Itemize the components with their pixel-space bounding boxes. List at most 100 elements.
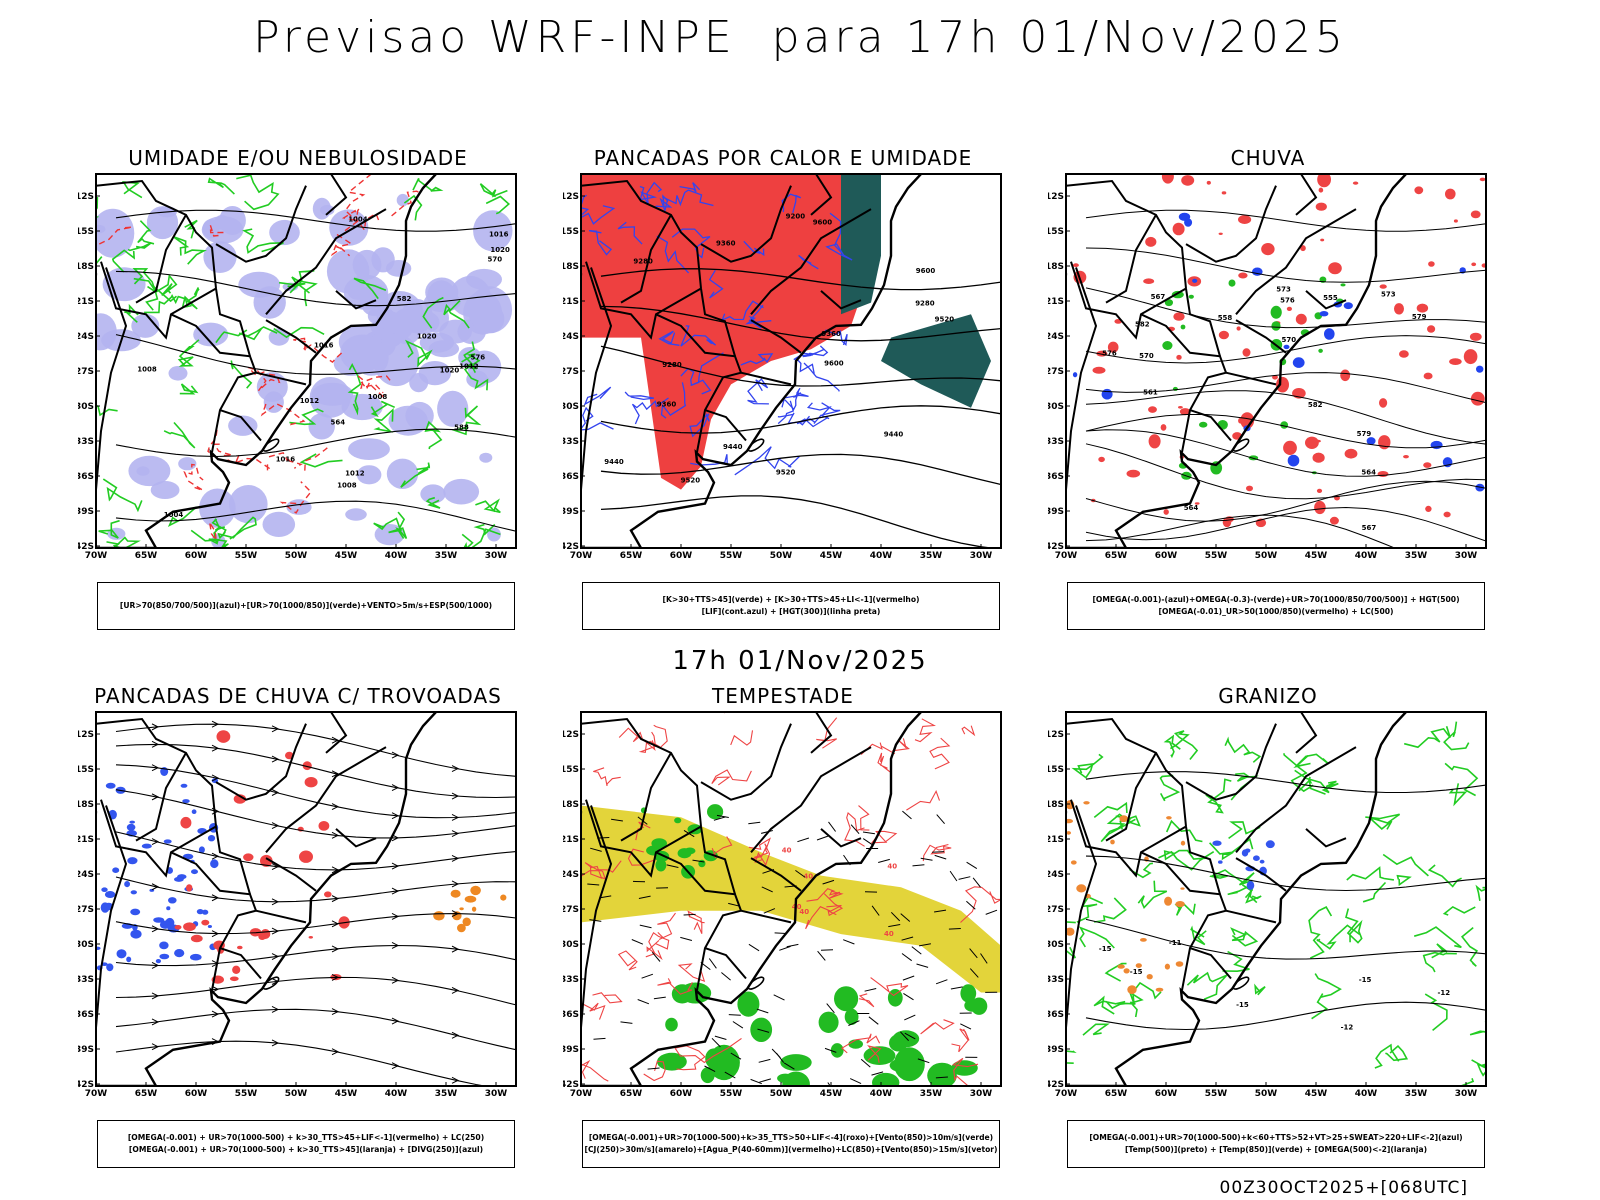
lat-tick-label: 33S: [78, 437, 94, 447]
lat-tick-label: 42S: [563, 1080, 579, 1090]
contour-label: 579: [1357, 430, 1372, 438]
panel-pancadas-calor: PANCADAS POR CALOR E UMIDADE 9600 9520 9440…: [563, 146, 1003, 646]
lon-tick-label: 40W: [1355, 1089, 1378, 1099]
contour-label: -11: [1169, 939, 1182, 947]
contour-label: 9600: [916, 267, 936, 275]
lat-tick-label: 15S: [563, 765, 579, 775]
contour-label: 9520: [935, 315, 955, 323]
contour-label: 40: [887, 862, 897, 870]
panel-chuva: CHUVA 582 579 576 573 570 567 564 561 558 555 564 56…: [1048, 146, 1488, 646]
map-plot: -12 -15 -15 -15 -12 -11 -15 12S 15S 18S 21S 24S 27S 3…: [1048, 711, 1487, 1099]
contour-label: 567: [1362, 524, 1377, 532]
lon-tick-label: 65W: [135, 551, 158, 561]
lat-tick-label: 21S: [563, 835, 579, 845]
contour-label: 9440: [723, 443, 743, 451]
lat-tick-label: 39S: [563, 1045, 579, 1055]
contour-label: 555: [1323, 294, 1338, 302]
panel-title: CHUVA: [1230, 146, 1306, 170]
contour-label: 1020: [417, 333, 437, 341]
lon-tick-label: 65W: [135, 1089, 158, 1099]
lat-tick-label: 21S: [78, 297, 94, 307]
lon-tick-label: 60W: [1155, 551, 1178, 561]
panel-title: TEMPESTADE: [712, 684, 854, 708]
lon-tick-label: 40W: [1355, 551, 1378, 561]
contour-label: 1004: [164, 511, 184, 519]
lon-tick-label: 30W: [1455, 551, 1478, 561]
contour-label: 40: [799, 908, 809, 916]
lat-tick-label: 42S: [1048, 542, 1064, 552]
lat-tick-label: 36S: [78, 472, 94, 482]
contour-label: 9360: [716, 240, 736, 248]
panel-legend: [OMEGA(-0.001)-(azul)+OMEGA(-0.3)-(verde…: [1067, 582, 1485, 630]
lat-tick-label: 24S: [563, 332, 579, 342]
lat-tick-label: 27S: [563, 367, 579, 377]
lon-tick-label: 70W: [570, 551, 593, 561]
lat-tick-label: 36S: [1048, 472, 1064, 482]
contour-label: 40: [884, 930, 894, 938]
lon-tick-label: 50W: [1255, 1089, 1278, 1099]
lat-tick-label: 18S: [78, 800, 94, 810]
lon-tick-label: 60W: [670, 1089, 693, 1099]
lon-tick-label: 60W: [1155, 1089, 1178, 1099]
lat-tick-label: 21S: [1048, 297, 1064, 307]
contour-label: 558: [1218, 314, 1233, 322]
contour-label: 9280: [662, 361, 682, 369]
lat-tick-label: 30S: [78, 402, 94, 412]
lat-tick-label: 33S: [563, 975, 579, 985]
lat-tick-label: 24S: [78, 870, 94, 880]
panel-legend: [K>30+TTS>45](verde) + [K>30+TTS>45+LI<-…: [582, 582, 1000, 630]
lat-tick-label: 27S: [78, 905, 94, 915]
lat-tick-label: 18S: [1048, 262, 1064, 272]
lat-tick-label: 27S: [78, 367, 94, 377]
lat-tick-label: 12S: [78, 192, 94, 202]
legend-line: [OMEGA(-0.001)+UR>70(1000-500)+k<60+TTS>…: [1089, 1133, 1463, 1142]
legend-line: [OMEGA(-0.001) + UR>70(1000-500) + k>30_…: [128, 1145, 484, 1154]
lat-tick-label: 18S: [563, 800, 579, 810]
lon-tick-label: 65W: [1105, 1089, 1128, 1099]
lon-tick-label: 35W: [435, 551, 458, 561]
panel-granizo: GRANIZO -12 -15 -15 -15 -12 -11 -15 12S 15S 18S 21S…: [1048, 684, 1488, 1184]
lat-tick-label: 18S: [1048, 800, 1064, 810]
lon-tick-label: 65W: [620, 551, 643, 561]
contour-label: 1004: [348, 216, 368, 224]
contour-label: -15: [1130, 968, 1143, 976]
lon-tick-label: 45W: [335, 1089, 358, 1099]
lon-tick-label: 65W: [1105, 551, 1128, 561]
contour-label: 573: [1276, 286, 1291, 294]
legend-line: [OMEGA(-0.01)_UR>50(1000/850)(vermelho) …: [1158, 607, 1394, 616]
lat-tick-label: 30S: [563, 402, 579, 412]
contour-label: 1008: [368, 393, 388, 401]
lat-tick-label: 24S: [1048, 332, 1064, 342]
contour-label: 579: [1412, 313, 1427, 321]
lon-tick-label: 70W: [1055, 1089, 1078, 1099]
lat-tick-label: 21S: [1048, 835, 1064, 845]
lon-tick-label: 50W: [770, 1089, 793, 1099]
lat-tick-label: 39S: [78, 1045, 94, 1055]
contour-label: 564: [331, 419, 346, 427]
contour-label: 1020: [490, 246, 510, 254]
contour-label: 40: [803, 873, 813, 881]
contour-label: 582: [1135, 320, 1150, 328]
contour-label: 561: [1143, 388, 1158, 396]
lat-tick-label: 12S: [78, 730, 94, 740]
contour-label: 1008: [137, 366, 157, 374]
contour-label: 588: [454, 423, 469, 431]
panel-title: PANCADAS POR CALOR E UMIDADE: [593, 146, 973, 170]
lon-tick-label: 60W: [185, 551, 208, 561]
lon-tick-label: 60W: [185, 1089, 208, 1099]
contour-label: -15: [1236, 1001, 1249, 1009]
contour-label: 564: [1361, 468, 1376, 476]
lon-tick-label: 40W: [870, 1089, 893, 1099]
lat-tick-label: 18S: [78, 262, 94, 272]
lat-tick-label: 24S: [78, 332, 94, 342]
contour-label: 9520: [681, 477, 701, 485]
contour-label: 582: [397, 295, 412, 303]
lat-tick-label: 30S: [1048, 940, 1064, 950]
lon-tick-label: 50W: [285, 1089, 308, 1099]
lon-tick-label: 55W: [1205, 551, 1228, 561]
lat-tick-label: 21S: [563, 297, 579, 307]
lon-tick-label: 50W: [285, 551, 308, 561]
lat-tick-label: 33S: [1048, 975, 1064, 985]
lon-tick-label: 40W: [870, 551, 893, 561]
